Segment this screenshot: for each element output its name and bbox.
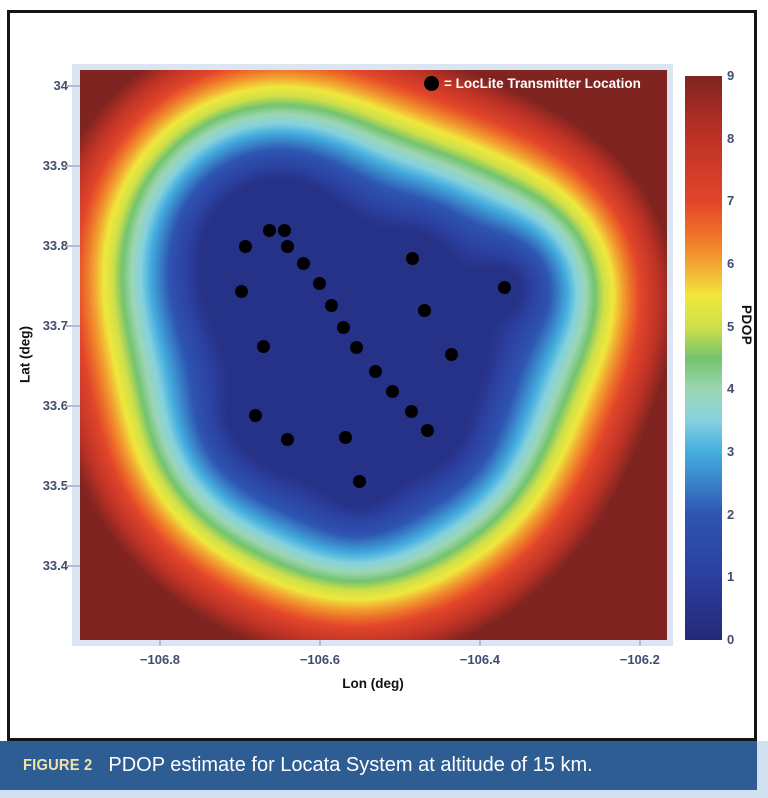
transmitter-dot xyxy=(239,240,253,254)
y-tick-label: 33.8 xyxy=(42,238,68,254)
transmitter-dot xyxy=(368,364,382,378)
x-tick-label: −106.6 xyxy=(299,652,340,667)
figure-number-label: FIGURE 2 xyxy=(23,756,93,774)
x-tick-label: −106.4 xyxy=(459,652,500,667)
transmitter-dot xyxy=(386,384,400,398)
transmitter-dot xyxy=(281,240,295,254)
y-tick-mark xyxy=(66,325,80,328)
legend-transmitter-dot-icon xyxy=(424,76,439,91)
transmitter-dot xyxy=(406,252,420,266)
colorbar-tick-label: 4 xyxy=(727,381,735,397)
figure-border-frame xyxy=(7,10,757,741)
transmitter-dot xyxy=(278,224,292,238)
y-tick-label: 33.7 xyxy=(42,318,68,334)
x-tick-label: −106.8 xyxy=(139,652,181,667)
colorbar-tick-label: 5 xyxy=(727,318,735,334)
x-tick-mark xyxy=(158,640,161,646)
colorbar-tick-label: 7 xyxy=(727,193,735,209)
colorbar-tick-label: 1 xyxy=(727,569,735,585)
x-tick-mark xyxy=(638,640,641,646)
x-tick-label: −106.2 xyxy=(619,652,660,667)
transmitter-dot xyxy=(420,423,434,437)
transmitter-dot xyxy=(498,281,512,295)
colorbar-axis-label: PDOP xyxy=(739,305,754,346)
transmitter-dot xyxy=(297,257,311,271)
x-tick-mark xyxy=(478,640,481,646)
y-tick-mark xyxy=(66,485,80,488)
transmitter-dot xyxy=(445,347,459,361)
transmitter-dot xyxy=(235,285,249,299)
colorbar-tick-label: 6 xyxy=(727,256,735,271)
x-axis-label: Lon (deg) xyxy=(342,676,404,691)
legend: = LocLite Transmitter Location xyxy=(424,76,641,91)
legend-label: = LocLite Transmitter Location xyxy=(444,76,641,91)
transmitter-dot xyxy=(313,277,327,291)
y-tick-mark xyxy=(66,85,80,87)
pdop-heatmap-canvas xyxy=(80,70,667,640)
transmitter-dot xyxy=(404,404,418,418)
y-tick-label: 33.5 xyxy=(42,478,68,494)
y-tick-label: 33.6 xyxy=(42,398,68,414)
x-tick-mark xyxy=(318,640,321,646)
caption-region: FIGURE 2 PDOP estimate for Locata System… xyxy=(0,741,768,798)
transmitter-dot xyxy=(337,321,351,335)
colorbar-tick-label: 9 xyxy=(727,68,735,83)
y-tick-mark xyxy=(66,245,80,248)
transmitter-dot xyxy=(249,409,263,423)
colorbar-tick-label: 3 xyxy=(727,444,735,459)
transmitter-dot xyxy=(339,430,352,444)
y-tick-mark xyxy=(66,565,80,568)
colorbar-canvas xyxy=(685,76,722,640)
transmitter-dot xyxy=(418,303,432,317)
y-tick-label: 33.9 xyxy=(42,158,68,174)
y-tick-mark xyxy=(66,405,80,408)
colorbar-tick-label: 2 xyxy=(727,506,735,522)
transmitter-dot xyxy=(263,224,277,238)
transmitter-dot xyxy=(350,341,364,355)
colorbar-tick-label: 0 xyxy=(727,632,735,647)
caption-bar: FIGURE 2 PDOP estimate for Locata System… xyxy=(0,741,757,790)
y-tick-label: 34 xyxy=(53,78,68,93)
colorbar-tick-label: 8 xyxy=(727,130,735,146)
y-tick-mark xyxy=(66,165,80,168)
figure-caption-text: PDOP estimate for Locata System at altit… xyxy=(108,754,593,776)
transmitter-dot xyxy=(324,298,338,312)
transmitter-dot xyxy=(280,432,294,446)
y-tick-label: 33.4 xyxy=(42,558,68,574)
transmitter-dot xyxy=(352,474,366,488)
transmitter-dot xyxy=(256,339,270,353)
